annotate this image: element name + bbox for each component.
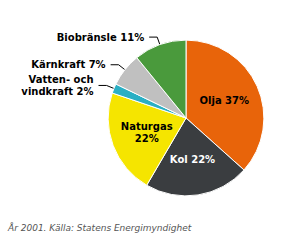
svg-text:Biobränsle 11%: Biobränsle 11% (57, 32, 144, 43)
svg-text:År 2001. Källa: Statens Energi: År 2001. Källa: Statens Energimyndighet (7, 222, 192, 233)
svg-text:Naturgas: Naturgas (121, 121, 173, 132)
svg-text:Olja 37%: Olja 37% (200, 95, 250, 106)
svg-text:Kol 22%: Kol 22% (170, 154, 215, 165)
svg-text:vindkraft 2%: vindkraft 2% (21, 86, 93, 97)
svg-text:Vatten- och: Vatten- och (29, 74, 94, 85)
svg-text:22%: 22% (135, 133, 159, 144)
svg-text:Kärnkraft 7%: Kärnkraft 7% (31, 59, 105, 70)
